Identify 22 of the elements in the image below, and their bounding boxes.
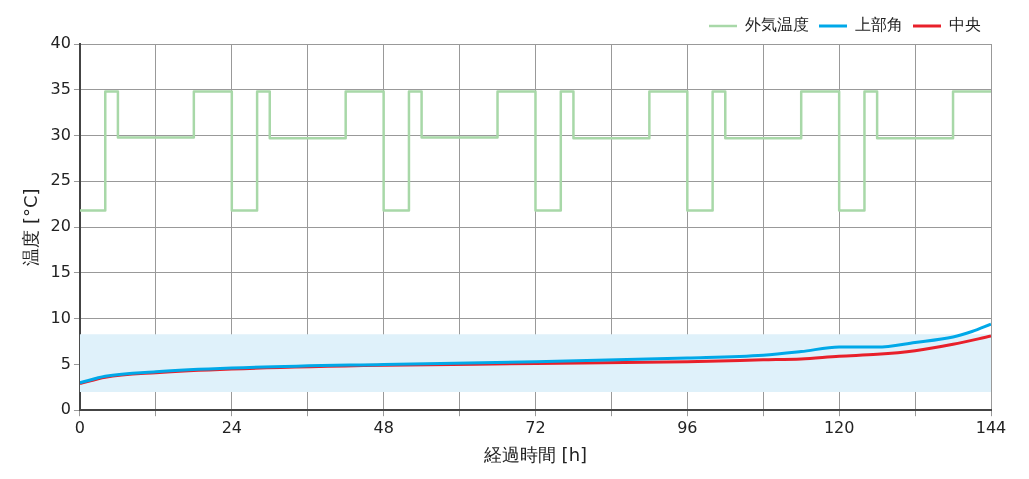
y-tick-label: 25 [50, 170, 71, 190]
y-tick-label: 35 [50, 78, 71, 98]
y-tick-label: 5 [60, 353, 71, 373]
legend-label: 外気温度 [745, 15, 809, 35]
x-tick-label: 72 [525, 417, 546, 437]
line-series [79, 322, 991, 385]
legend-label: 上部角 [855, 15, 903, 35]
x-tick-label: 144 [975, 417, 1007, 437]
x-axis-title: 経過時間 [h] [482, 443, 588, 465]
x-tick-label: 24 [221, 417, 242, 437]
y-tick-label: 10 [50, 307, 71, 327]
y-tick-label: 40 [50, 33, 71, 53]
x-tick-label: 120 [823, 417, 855, 437]
y-tick-label: 15 [50, 262, 71, 282]
x-tick-label: 0 [74, 417, 86, 437]
x-tick-label: 96 [677, 417, 698, 437]
legend-label: 中央 [949, 15, 981, 35]
y-tick-label: 30 [50, 124, 71, 144]
x-tick-label: 48 [373, 417, 394, 437]
y-axis-title: 温度 [°C] [20, 188, 42, 266]
y-tick-label: 20 [50, 216, 71, 236]
y-tick-label: 0 [60, 399, 71, 419]
